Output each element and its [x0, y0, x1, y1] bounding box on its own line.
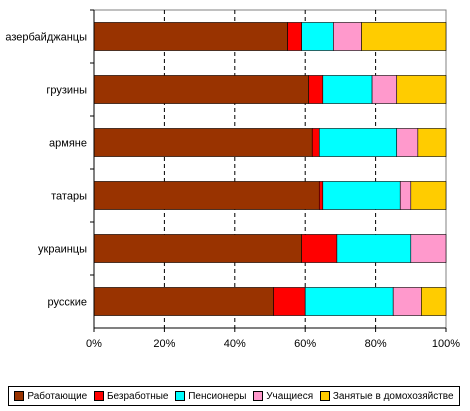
legend-label: Работающие — [27, 390, 88, 402]
bar-segment-2 — [301, 234, 338, 263]
legend-item: Учащиеся — [253, 391, 313, 402]
legend: Работающие Безработные Пенсионеры Учащиеся З… — [8, 386, 460, 406]
bar-segment-4 — [371, 75, 398, 104]
category-label: армяне — [49, 138, 87, 150]
x-tick-label: 40% — [224, 338, 246, 350]
bar-segment-4 — [392, 287, 422, 316]
bar-segment-4 — [399, 181, 412, 210]
x-tick-label: 20% — [153, 338, 175, 350]
category-label: грузины — [46, 85, 87, 97]
bar-segment-5 — [396, 75, 447, 104]
bar-segment-4 — [396, 128, 419, 157]
legend-swatch — [319, 391, 330, 401]
category-label: украинцы — [38, 244, 87, 256]
bar-segment-4 — [333, 22, 362, 51]
bar-segment-2 — [287, 22, 302, 51]
bar-segment-5 — [417, 128, 447, 157]
bar-segment-3 — [322, 181, 401, 210]
legend-label: Занятые в домохозяйстве — [332, 390, 454, 402]
bar-segment-2 — [308, 75, 324, 104]
bar-segment-5 — [410, 181, 447, 210]
bar-segment-1 — [93, 22, 288, 51]
bar-segment-1 — [93, 287, 274, 316]
legend-swatch — [175, 391, 186, 401]
legend-swatch — [93, 391, 104, 401]
category-label: татары — [51, 191, 87, 203]
legend-label: Безработные — [106, 390, 169, 402]
x-tick-label: 0% — [86, 338, 102, 350]
x-tick-label: 100% — [432, 338, 460, 350]
bar-segment-1 — [93, 75, 310, 104]
x-tick-label: 80% — [365, 338, 387, 350]
bar-segment-2 — [273, 287, 306, 316]
legend-label: Пенсионеры — [188, 390, 247, 402]
bar-segment-5 — [361, 22, 447, 51]
bar-segment-1 — [93, 128, 313, 157]
legend-swatch — [14, 391, 25, 401]
x-tick-label: 60% — [294, 338, 316, 350]
bar-segment-2 — [311, 128, 320, 157]
bar-segment-3 — [322, 75, 373, 104]
bar-segment-3 — [336, 234, 412, 263]
bar-segment-3 — [301, 22, 334, 51]
bar-segment-1 — [93, 181, 320, 210]
bar-segment-4 — [410, 234, 447, 263]
legend-item: Пенсионеры — [175, 391, 246, 402]
bar-segment-5 — [421, 287, 447, 316]
category-label: русские — [48, 297, 87, 309]
legend-item: Занятые в домохозяйстве — [319, 390, 454, 402]
stacked-bar-chart: азербайджанцы грузины армяне татары украинцы… — [5, 9, 460, 350]
bar-segment-3 — [318, 128, 398, 157]
plot-area — [93, 9, 447, 329]
legend-item: Работающие — [14, 391, 87, 402]
bar-segment-1 — [93, 234, 302, 263]
bar-segment-2 — [318, 181, 324, 210]
category-label: азербайджанцы — [5, 32, 87, 44]
legend-swatch — [253, 391, 264, 401]
bar-segment-3 — [304, 287, 394, 316]
legend-item: Безработные — [93, 390, 169, 402]
legend-label: Учащиеся — [266, 390, 314, 402]
